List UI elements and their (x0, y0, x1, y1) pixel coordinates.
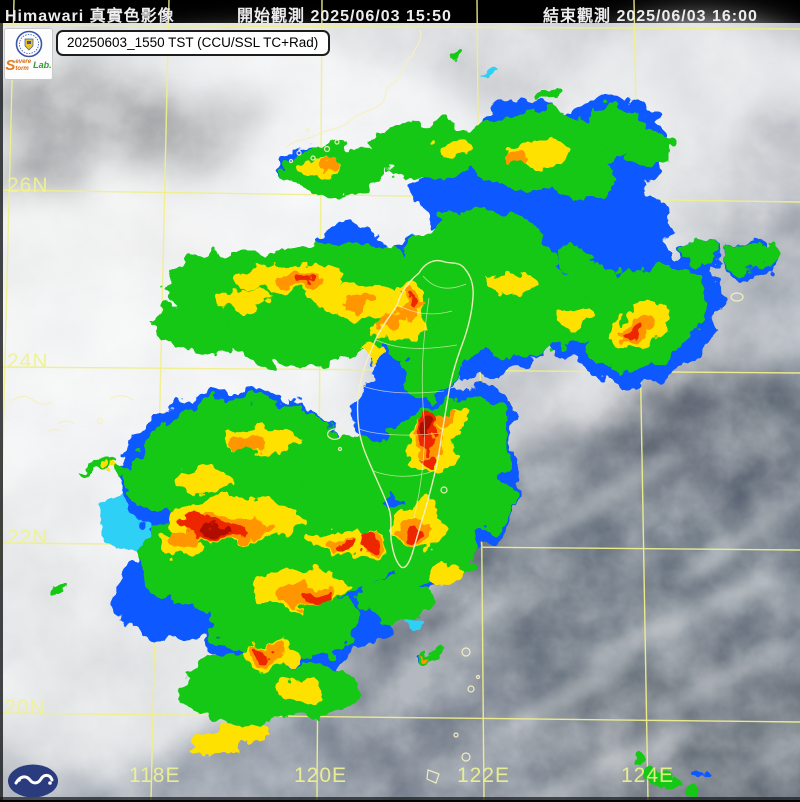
lab-text-line2: torm (15, 66, 29, 72)
lat-label-24n: 24N (7, 350, 49, 373)
frame-edges (0, 23, 800, 800)
lon-label-118e: 118E (129, 764, 181, 787)
lon-label-120e: 120E (294, 764, 348, 787)
radar-cyan-layer (100, 68, 625, 632)
cloud-texture (0, 23, 800, 800)
radar-orange-layer (171, 152, 654, 662)
radar-blue-layer (115, 98, 774, 779)
product-info-text: 20250603_1550 TST (CCU/SSL TC+Rad) (67, 35, 319, 50)
lon-label-124e: 124E (621, 764, 675, 787)
lon-label-122e: 122E (457, 764, 511, 787)
severe-storm-lab-logo: S evere torm Lab. (4, 28, 53, 80)
severe-storm-lab-text: S evere torm Lab. (5, 57, 52, 74)
product-info-box: 20250603_1550 TST (CCU/SSL TC+Rad) (56, 30, 331, 56)
cloud-streaks (417, 451, 800, 800)
university-seal-icon (15, 30, 42, 58)
coastline-layer (11, 29, 744, 784)
lat-label-26n: 26N (7, 174, 49, 197)
lab-text-line1: evere (15, 59, 32, 65)
cloud-layer (0, 20, 800, 800)
obs-end-time: 結束觀測 2025/06/03 16:00 (543, 8, 758, 25)
cwb-logo-icon (8, 764, 58, 798)
obs-start-time: 開始觀測 2025/06/03 15:50 (237, 8, 452, 25)
radar-red-layer (178, 276, 643, 657)
product-title: Himawari 真實色影像 (5, 8, 175, 25)
lab-text-lab: Lab. (33, 60, 52, 70)
radar-darkred-layer (203, 420, 433, 536)
lat-label-22n: 22N (7, 526, 49, 549)
county-borders (358, 275, 467, 519)
radar-green-layer (47, 52, 780, 797)
title-bar (0, 0, 800, 23)
base-field (0, 23, 800, 800)
radar-yellow-layer (97, 138, 669, 754)
lab-text-s: S (5, 57, 16, 74)
radar-overlay (47, 52, 780, 797)
lat-label-20n: 20N (4, 696, 46, 719)
